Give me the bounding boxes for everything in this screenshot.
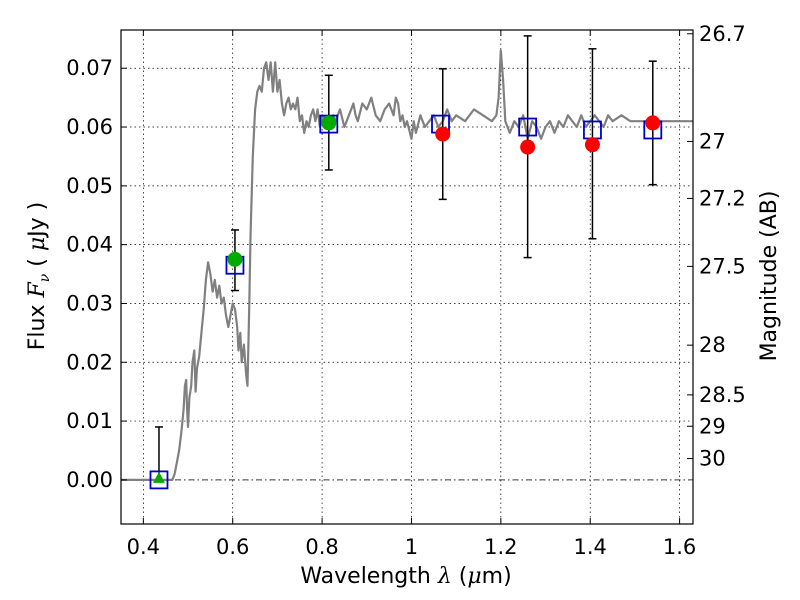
markers bbox=[149, 114, 663, 490]
y-tick-label: 0.00 bbox=[66, 468, 113, 492]
y-tick-label: 0.04 bbox=[66, 233, 113, 257]
y2-tick-labels: 26.7 27 27.2 27.5 28 28.5 29 30 bbox=[699, 22, 746, 471]
model-spectrum bbox=[121, 49, 693, 481]
y2-tick-label: 28 bbox=[699, 333, 726, 357]
x-tick-label: 1.2 bbox=[484, 535, 517, 559]
y2-tick-label: 26.7 bbox=[699, 22, 746, 46]
y-tick-label: 0.05 bbox=[66, 174, 113, 198]
x-tick-label: 1.4 bbox=[574, 535, 607, 559]
y-tick-label: 0.07 bbox=[66, 56, 113, 80]
y2-tick-label: 27.5 bbox=[699, 254, 746, 278]
x-tick-label: 1.6 bbox=[663, 535, 696, 559]
spectrum-line bbox=[121, 49, 693, 481]
observed-flux-point bbox=[584, 137, 600, 153]
y-tick-label: 0.02 bbox=[66, 350, 113, 374]
x-tick-label: 1 bbox=[405, 535, 418, 559]
non-detection-triangle bbox=[152, 471, 165, 483]
y-tick-label: 0.06 bbox=[66, 115, 113, 139]
detection-point bbox=[321, 115, 337, 131]
model-photometry-square bbox=[149, 470, 169, 490]
y2-axis-label: Magnitude (AB) bbox=[757, 191, 782, 362]
y-axis-label: Flux Fν ( μJy ) bbox=[25, 202, 53, 351]
x-tick-label: 0.8 bbox=[305, 535, 338, 559]
plot-frame bbox=[120, 29, 694, 525]
y2-tick-label: 27 bbox=[699, 129, 726, 153]
y2-tick-label: 28.5 bbox=[699, 383, 746, 407]
observed-flux-point bbox=[645, 115, 661, 131]
y-tick-labels: 0.00 0.01 0.02 0.03 0.04 0.05 0.06 0.07 bbox=[66, 56, 113, 492]
y2-tick-label: 27.2 bbox=[699, 186, 746, 210]
model-photometry-square bbox=[518, 117, 538, 137]
x-tick-labels: 0.4 0.6 0.8 1 1.2 1.4 1.6 bbox=[127, 535, 697, 559]
y2-tick-label: 29 bbox=[699, 414, 726, 438]
y-tick-label: 0.03 bbox=[66, 291, 113, 315]
y2-tick-label: 30 bbox=[699, 447, 726, 471]
x-tick-label: 0.4 bbox=[127, 535, 160, 559]
x-axis-label: Wavelength λ (μm) bbox=[300, 564, 511, 589]
observed-flux-point bbox=[435, 126, 451, 142]
detection-point bbox=[227, 251, 243, 267]
observed-flux-point bbox=[520, 139, 536, 155]
y-tick-label: 0.01 bbox=[66, 409, 113, 433]
x-tick-label: 0.6 bbox=[216, 535, 249, 559]
axis-ticks bbox=[121, 30, 693, 524]
